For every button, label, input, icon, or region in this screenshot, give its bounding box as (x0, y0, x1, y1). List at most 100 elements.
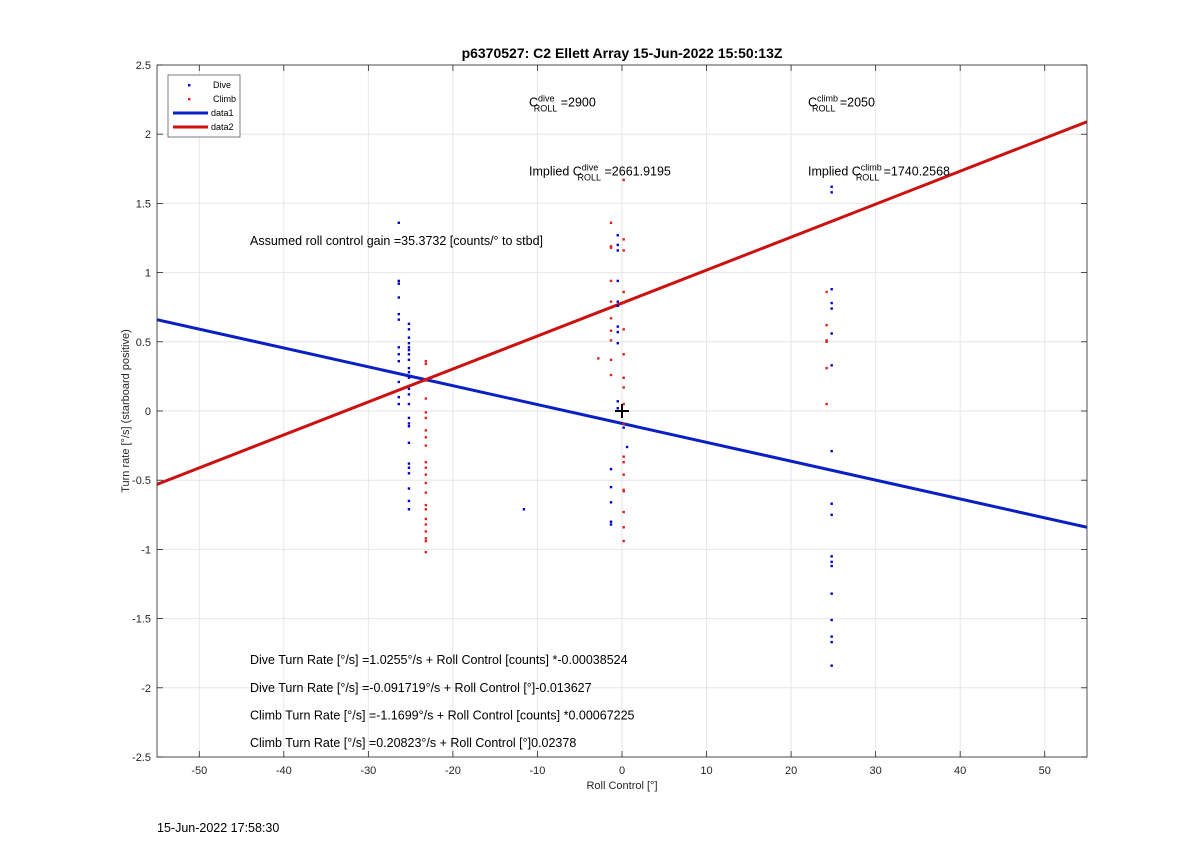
data-point-climb (622, 488, 625, 492)
data-point-climb (609, 221, 613, 224)
data-point-dive (616, 304, 619, 308)
data-point-dive (616, 300, 619, 303)
data-point-climb (424, 481, 428, 485)
data-point-dive (830, 185, 833, 188)
data-point-dive (830, 555, 833, 558)
data-point-climb (609, 339, 613, 342)
annotation-implied_climb: Implied Cclimb ROLL =1740.2568 (808, 163, 950, 183)
print-timestamp: 15-Jun-2022 17:58:30 (157, 821, 280, 835)
annotation-eq3: Climb Turn Rate [°/s] =-1.1699°/s + Roll… (250, 708, 635, 722)
data-point-dive (616, 243, 619, 247)
data-point-dive (616, 330, 619, 334)
legend-swatch-dive (188, 84, 191, 87)
data-point-climb (609, 279, 613, 283)
data-point-climb (424, 517, 428, 521)
data-point-climb (424, 362, 428, 366)
data-point-dive (407, 328, 411, 331)
data-point-climb (622, 238, 625, 241)
data-point-climb (622, 178, 625, 182)
x-tick-label: 30 (870, 765, 882, 777)
data-point-climb (622, 455, 625, 458)
data-point-climb (609, 329, 613, 332)
data-point-dive (397, 279, 400, 283)
y-tick-label: 0 (145, 406, 151, 418)
data-point-climb (424, 461, 428, 464)
data-point-climb (597, 357, 600, 360)
data-point-climb (424, 550, 428, 554)
x-tick-label: -40 (276, 765, 292, 777)
annotations: Assumed roll control gain =35.3732 [coun… (250, 93, 950, 750)
data-point-climb (609, 373, 613, 377)
data-point-climb (825, 339, 828, 342)
data-point-dive (830, 288, 833, 291)
data-point-dive (616, 325, 619, 328)
x-tick-label: -10 (530, 765, 546, 777)
y-tick-label: -1.5 (132, 614, 151, 626)
data-point-dive (407, 348, 411, 352)
fit-lines (157, 120, 1087, 529)
data-point-climb (424, 530, 428, 533)
data-point-dive (397, 395, 400, 399)
data-point-climb (622, 328, 625, 331)
chart-title: p6370527: C2 Ellett Array 15-Jun-2022 15… (462, 45, 783, 61)
legend-label-climb: Climb (213, 94, 236, 104)
data-point-climb (622, 290, 625, 294)
annotation-c_climb: Cclimb ROLL =2050 (808, 93, 875, 113)
y-tick-label: -2.5 (132, 752, 151, 764)
data-point-dive (830, 664, 833, 667)
data-point-climb (424, 429, 428, 432)
data-point-dive (625, 445, 629, 449)
data-point-dive (616, 400, 619, 403)
data-point-dive (830, 592, 833, 595)
y-tick-label: 2 (145, 129, 151, 141)
data-point-climb (424, 466, 428, 469)
y-tick-label: -1 (141, 544, 151, 556)
annotation-gain: Assumed roll control gain =35.3732 [coun… (250, 234, 543, 248)
data-point-climb (424, 523, 428, 526)
data-point-climb (825, 366, 828, 370)
data-point-climb (622, 402, 625, 406)
data-point-dive (407, 416, 411, 420)
data-point-dive (830, 618, 833, 622)
data-point-climb (424, 473, 428, 476)
x-tick-label: -50 (191, 765, 207, 777)
data-point-dive (830, 513, 833, 516)
data-point-climb (825, 290, 828, 294)
annotation-implied_dive: Implied Cdive ROLL =2661.9195 (529, 163, 671, 183)
data-point-dive (407, 376, 411, 379)
data-point-dive (616, 249, 619, 252)
data-point-climb (424, 397, 428, 400)
data-point-climb (424, 416, 428, 420)
data-point-dive (830, 301, 833, 305)
data-point-dive (407, 322, 411, 326)
data-point-climb (622, 473, 625, 476)
y-axis-label: Turn rate [°/s] (starboard positive) (120, 329, 132, 493)
y-tick-label: -0.5 (132, 475, 151, 487)
data-point-climb (424, 444, 428, 447)
data-point-dive (407, 387, 411, 391)
data-point-climb (622, 490, 625, 493)
data-point-dive (397, 318, 400, 321)
data-point-climb (424, 436, 428, 439)
x-tick-label: 20 (785, 765, 797, 777)
data-point-dive (397, 296, 400, 299)
data-point-dive (397, 359, 400, 363)
data-point-dive (397, 312, 400, 316)
data-point-climb (424, 539, 428, 543)
data-point-climb (609, 245, 613, 248)
data-point-climb (622, 353, 625, 356)
data-point-dive (407, 466, 411, 469)
data-point-dive (830, 564, 833, 568)
x-tick-label: 10 (700, 765, 712, 777)
data-point-climb (609, 317, 613, 320)
data-point-dive (407, 422, 411, 425)
legend-label-dive: Dive (213, 80, 231, 90)
data-point-dive (407, 402, 411, 406)
data-point-dive (609, 485, 613, 489)
data-point-dive (407, 425, 411, 428)
data-point-dive (407, 393, 411, 396)
data-point-climb (622, 461, 625, 464)
data-point-dive (830, 635, 833, 638)
data-point-climb (622, 526, 625, 529)
